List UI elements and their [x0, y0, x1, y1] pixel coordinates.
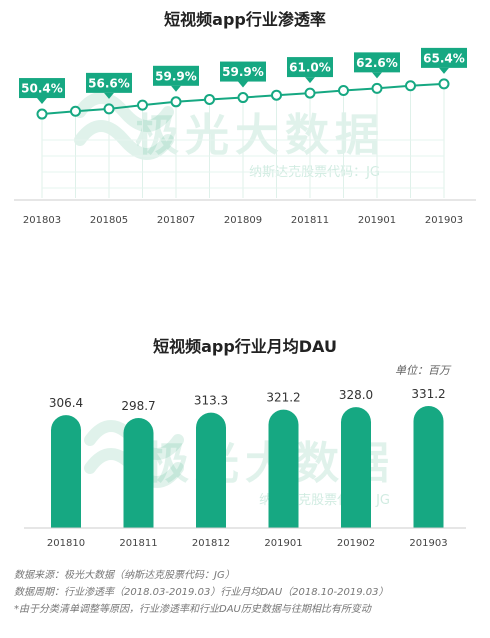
- bar: [341, 407, 371, 528]
- value-label: 298.7: [121, 399, 155, 413]
- bar: [123, 417, 154, 528]
- value-label: 306.4: [49, 396, 83, 410]
- data-label: 65.4%: [421, 47, 467, 74]
- data-point: [304, 87, 316, 99]
- svg-text:56.6%: 56.6%: [88, 76, 130, 90]
- x-tick-label: 201811: [291, 215, 329, 226]
- value-label: 331.2: [411, 387, 445, 401]
- data-point: [338, 84, 349, 96]
- svg-text:61.0%: 61.0%: [289, 61, 331, 75]
- bars: [51, 405, 444, 528]
- x-tick-label: 201807: [157, 215, 195, 226]
- data-point: [204, 93, 215, 105]
- data-point: [271, 89, 282, 101]
- x-tick-label: 201812: [192, 538, 230, 549]
- value-labels: 306.4 298.7 313.3 321.2 328.0 331.2: [49, 387, 446, 413]
- grid-lines: [41, 87, 445, 198]
- data-label: 61.0%: [287, 57, 333, 84]
- data-label: 50.4%: [19, 78, 65, 105]
- dau-chart-title: 短视频app行业月均DAU: [153, 337, 337, 356]
- x-tick-label: 201903: [425, 215, 463, 226]
- data-point: [70, 105, 81, 117]
- svg-text:59.9%: 59.9%: [222, 65, 264, 79]
- data-label: 59.9%: [220, 61, 266, 88]
- x-tick-label: 201805: [90, 215, 128, 226]
- x-tick-label: 201810: [47, 538, 85, 549]
- change-note: *由于分类清单调整等原因，行业渗透率和行业DAU历史数据与往期相比有所变动: [14, 604, 371, 615]
- x-tick-label: 201903: [409, 538, 447, 549]
- data-point: [438, 78, 450, 90]
- x-tick-label: 201901: [358, 215, 396, 226]
- x-tick-label: 201811: [119, 538, 157, 549]
- watermark-text: 极光大数据: [135, 110, 385, 161]
- source-note: 数据来源：极光大数据（纳斯达克股票代码：JG）: [14, 570, 235, 581]
- x-tick-label: 201803: [23, 215, 61, 226]
- penetration-chart-title: 短视频app行业渗透率: [164, 10, 326, 29]
- value-label: 321.2: [266, 391, 300, 405]
- x-tick-labels: 201803 201805 201807 201809 201811 201901 2019…: [23, 215, 463, 226]
- unit-label: 单位：百万: [395, 364, 450, 377]
- svg-text:50.4%: 50.4%: [21, 82, 63, 96]
- data-point: [170, 96, 182, 108]
- x-tick-label: 201901: [264, 538, 302, 549]
- data-point: [137, 99, 148, 111]
- bar: [196, 412, 226, 528]
- data-points: [36, 78, 450, 120]
- data-point: [405, 80, 416, 92]
- data-label: 56.6%: [86, 72, 132, 99]
- value-label: 328.0: [339, 388, 373, 402]
- data-labels: 50.4% 56.6% 59.9% 59.9% 61.0% 62.6% 65.4%: [19, 47, 467, 105]
- period-note: 数据周期：行业渗透率（2018.03-2019.03）行业月均DAU（2018.…: [14, 587, 389, 598]
- svg-text:59.9%: 59.9%: [155, 69, 197, 83]
- data-point: [103, 103, 115, 115]
- data-label: 62.6%: [354, 52, 400, 79]
- data-point: [36, 108, 48, 120]
- bar: [413, 405, 444, 528]
- bar: [51, 415, 81, 528]
- x-tick-labels: 201810 201811 201812 201901 201902 201903: [47, 538, 448, 549]
- data-point: [371, 82, 383, 94]
- data-label: 59.9%: [153, 65, 199, 92]
- svg-text:65.4%: 65.4%: [423, 51, 465, 65]
- svg-text:62.6%: 62.6%: [356, 56, 398, 70]
- bar: [268, 409, 299, 528]
- x-tick-label: 201809: [224, 215, 262, 226]
- x-tick-label: 201902: [337, 538, 375, 549]
- data-point: [237, 92, 249, 104]
- footnotes: 数据来源：极光大数据（纳斯达克股票代码：JG） 数据周期：行业渗透率（2018.…: [14, 567, 389, 618]
- value-label: 313.3: [194, 394, 228, 408]
